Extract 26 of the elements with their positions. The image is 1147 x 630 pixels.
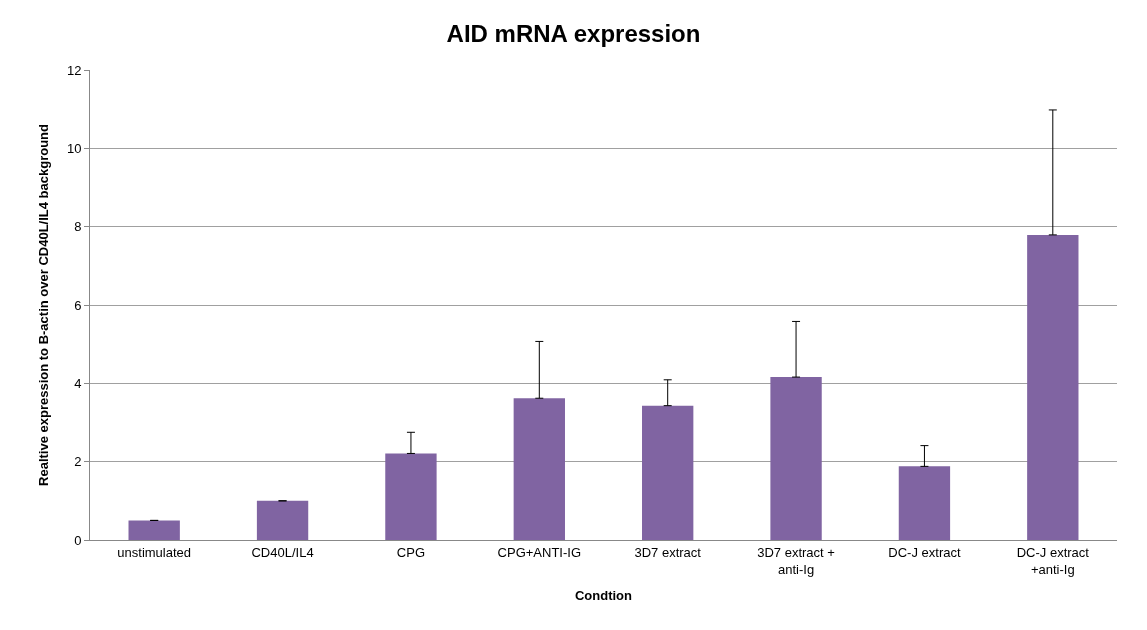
x-tick-label: CD40L/IL4 [251,544,314,560]
x-tick-label: unstimulated [117,544,192,560]
y-tick-label: 10 [66,140,82,156]
bar [770,377,822,540]
y-axis-title: Realtive expression to B-actin over CD40L/IL4 background [35,123,51,486]
x-tick-label: CPG [396,544,426,560]
bar [642,405,694,540]
bar [128,520,180,540]
y-tick-label: 2 [74,454,82,470]
y-tick-label: 8 [74,219,82,235]
bar [513,398,565,540]
chart-title: AID mRNA expression [446,20,701,47]
bar [898,466,951,540]
x-tick-label: 3D7 extract [634,544,702,560]
x-tick-label: DC-J extract [888,544,961,560]
x-axis-title: Condtion [574,588,633,604]
y-tick-label: 0 [74,532,82,548]
x-tick-label: CPG+ANTI-IG [497,544,582,560]
x-tick-label: 3D7 extract + anti-Ig [757,544,835,577]
bar [385,453,437,540]
bar [1027,234,1079,540]
y-tick-label: 12 [66,62,82,78]
bar [256,500,309,540]
y-tick-label: 4 [74,375,82,391]
y-tick-label: 6 [74,297,82,313]
x-tick-label: DC-J extract +anti-Ig [1016,544,1090,577]
